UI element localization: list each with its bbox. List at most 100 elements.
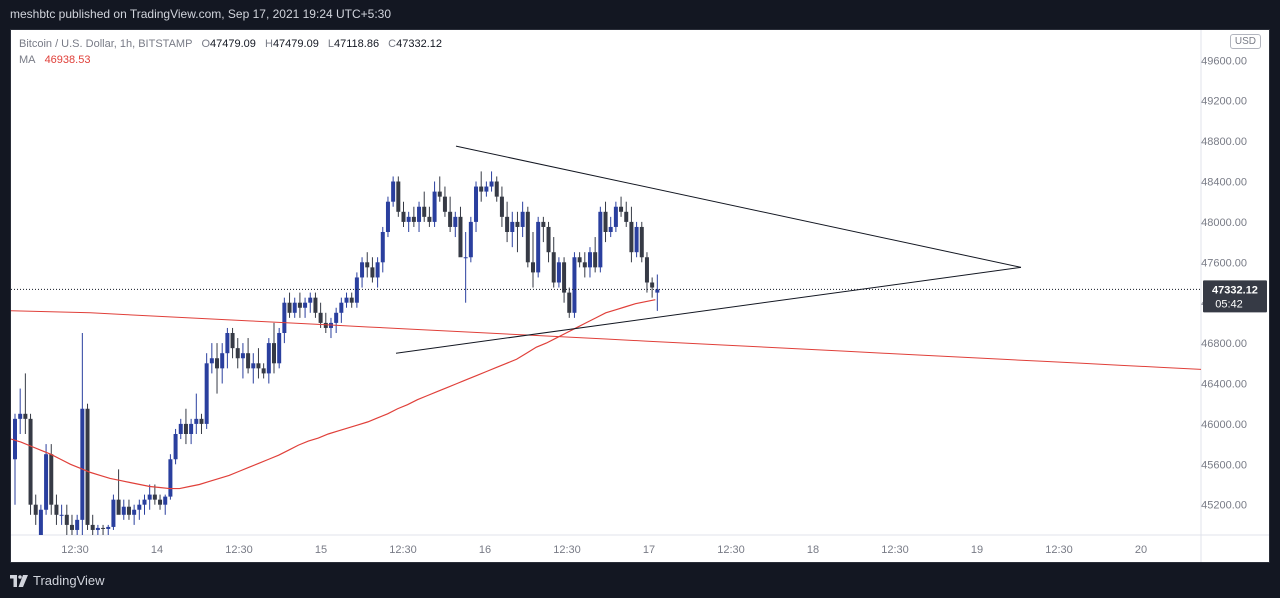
candle-down (215, 358, 220, 369)
candle-up (121, 506, 126, 515)
candle-down (639, 226, 644, 258)
candle-down (246, 353, 251, 369)
candle-down (101, 527, 106, 529)
candle-up (95, 527, 100, 530)
candle-down (619, 206, 624, 212)
high-value: 47479.09 (272, 38, 319, 50)
candle-up (173, 434, 178, 460)
time-tick-label: 15 (315, 544, 327, 556)
candle-down (126, 506, 131, 515)
candle-up (406, 216, 411, 222)
chart-panel[interactable]: 45200.00 45600.00 46000.00 46400.00 46800.00… (10, 29, 1270, 563)
candle-up (142, 499, 147, 505)
candle-up (634, 226, 639, 253)
candle-down (525, 211, 530, 263)
high-label: H (264, 38, 273, 50)
ma-label: MA (19, 54, 36, 66)
time-tick-label: 12:30 (389, 544, 417, 556)
candle-up (375, 262, 380, 278)
candle-down (515, 221, 520, 227)
candle-up (189, 423, 194, 434)
time-tick-label: 12:30 (225, 544, 253, 556)
candle-up (391, 181, 396, 202)
candle-up (474, 186, 479, 222)
candle-up (380, 232, 385, 263)
candle-down (505, 216, 510, 232)
candle-down (23, 413, 28, 419)
candle-down (448, 211, 453, 227)
ma-value: 46938.53 (44, 54, 91, 66)
candle-up (489, 181, 494, 187)
candle-down (582, 262, 587, 268)
candle-up (484, 186, 489, 192)
tradingview-logo[interactable]: TradingView (10, 573, 105, 588)
candle-up (44, 454, 49, 510)
price-tick-label: 49200.00 (1201, 96, 1247, 108)
candle-up (510, 221, 515, 232)
candle-down (567, 292, 572, 313)
candle-up (204, 363, 209, 424)
candle-down (313, 297, 318, 313)
candle-down (90, 524, 95, 530)
bar-countdown: 05:42 (1215, 298, 1243, 310)
time-tick-label: 20 (1135, 544, 1147, 556)
candle-up (613, 206, 618, 227)
ohlc-row: Bitcoin / U.S. Dollar, 1h, BITSTAMP O 474… (19, 36, 442, 52)
price-tick-label: 49600.00 (1201, 55, 1247, 67)
ma-fast-line (11, 299, 656, 490)
candle-down (499, 196, 504, 217)
candle-up (308, 297, 313, 303)
candle-up (266, 343, 271, 374)
candle-up (59, 514, 64, 516)
candle-up (75, 519, 80, 530)
candle-down (593, 252, 598, 268)
candle-down (370, 267, 375, 278)
candle-up (220, 353, 225, 369)
currency-badge[interactable]: USD (1229, 34, 1261, 49)
candle-up (137, 504, 142, 510)
candle-down (541, 221, 546, 227)
candle-up (168, 459, 173, 497)
ma-row[interactable]: MA 46938.53 (19, 52, 442, 68)
candle-down (396, 181, 401, 212)
candle-up (360, 262, 365, 278)
candle-up (339, 302, 344, 313)
chart-legend: Bitcoin / U.S. Dollar, 1h, BITSTAMP O 474… (19, 36, 442, 68)
candle-down (494, 181, 499, 197)
candle-down (28, 418, 33, 505)
price-tick-label: 45200.00 (1201, 500, 1247, 512)
candle-down (650, 282, 655, 288)
candle-down (158, 499, 163, 505)
candle-up (432, 191, 437, 222)
candle-down (479, 186, 484, 192)
candle-down (411, 216, 416, 222)
tradingview-logo-icon (10, 574, 28, 587)
candle-down (603, 211, 608, 232)
symbol-label[interactable]: Bitcoin / U.S. Dollar, 1h, BITSTAMP (19, 38, 193, 50)
time-tick-label: 19 (971, 544, 983, 556)
open-label: O (201, 38, 211, 50)
time-tick-label: 17 (643, 544, 655, 556)
candle-down (287, 302, 292, 313)
candle-down (629, 221, 634, 253)
price-tick-label: 46400.00 (1201, 379, 1247, 391)
candle-down (152, 494, 157, 500)
price-tick-label: 46000.00 (1201, 419, 1247, 431)
candle-down (644, 257, 649, 283)
candle-up (209, 358, 214, 364)
candle-down (422, 206, 427, 217)
candle-down (365, 262, 370, 268)
candlestick-chart[interactable]: 45200.00 45600.00 46000.00 46400.00 46800.00… (11, 30, 1269, 562)
price-tick-label: 48000.00 (1201, 217, 1247, 229)
candle-up (354, 277, 359, 303)
candle-down (531, 262, 535, 273)
candle-down (116, 499, 121, 515)
candle-up (240, 353, 245, 359)
candle-down (69, 524, 74, 530)
candle-down (562, 262, 567, 293)
candle-up (536, 221, 541, 273)
candle-up (463, 257, 468, 259)
candle-up (334, 312, 339, 323)
candle-up (556, 262, 561, 283)
low-label: L (327, 38, 335, 50)
